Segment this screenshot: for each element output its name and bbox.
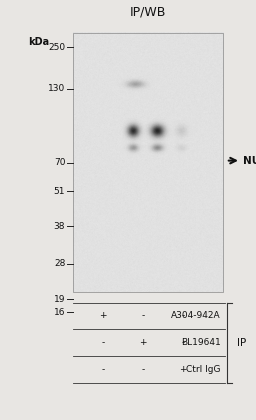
Text: 16: 16 [54, 307, 65, 317]
Text: 51: 51 [54, 187, 65, 196]
Text: -: - [141, 312, 145, 320]
Text: IP: IP [237, 338, 246, 348]
Text: 38: 38 [54, 222, 65, 231]
Text: +: + [139, 338, 147, 347]
Bar [73, 33, 223, 292]
Text: 19: 19 [54, 295, 65, 304]
Text: +: + [179, 365, 187, 374]
Text: 70: 70 [54, 158, 65, 167]
Text: 250: 250 [48, 43, 65, 52]
Text: -: - [182, 338, 185, 347]
Text: -: - [101, 338, 104, 347]
Text: -: - [182, 312, 185, 320]
Text: Ctrl IgG: Ctrl IgG [186, 365, 221, 374]
Text: BL19641: BL19641 [181, 338, 221, 347]
Text: A304-942A: A304-942A [171, 312, 221, 320]
Text: NUP62: NUP62 [243, 155, 256, 165]
Text: 130: 130 [48, 84, 65, 93]
Text: -: - [101, 365, 104, 374]
Text: 28: 28 [54, 259, 65, 268]
Text: +: + [99, 312, 107, 320]
Text: -: - [141, 365, 145, 374]
Text: IP/WB: IP/WB [130, 5, 166, 18]
Text: kDa: kDa [28, 37, 49, 47]
